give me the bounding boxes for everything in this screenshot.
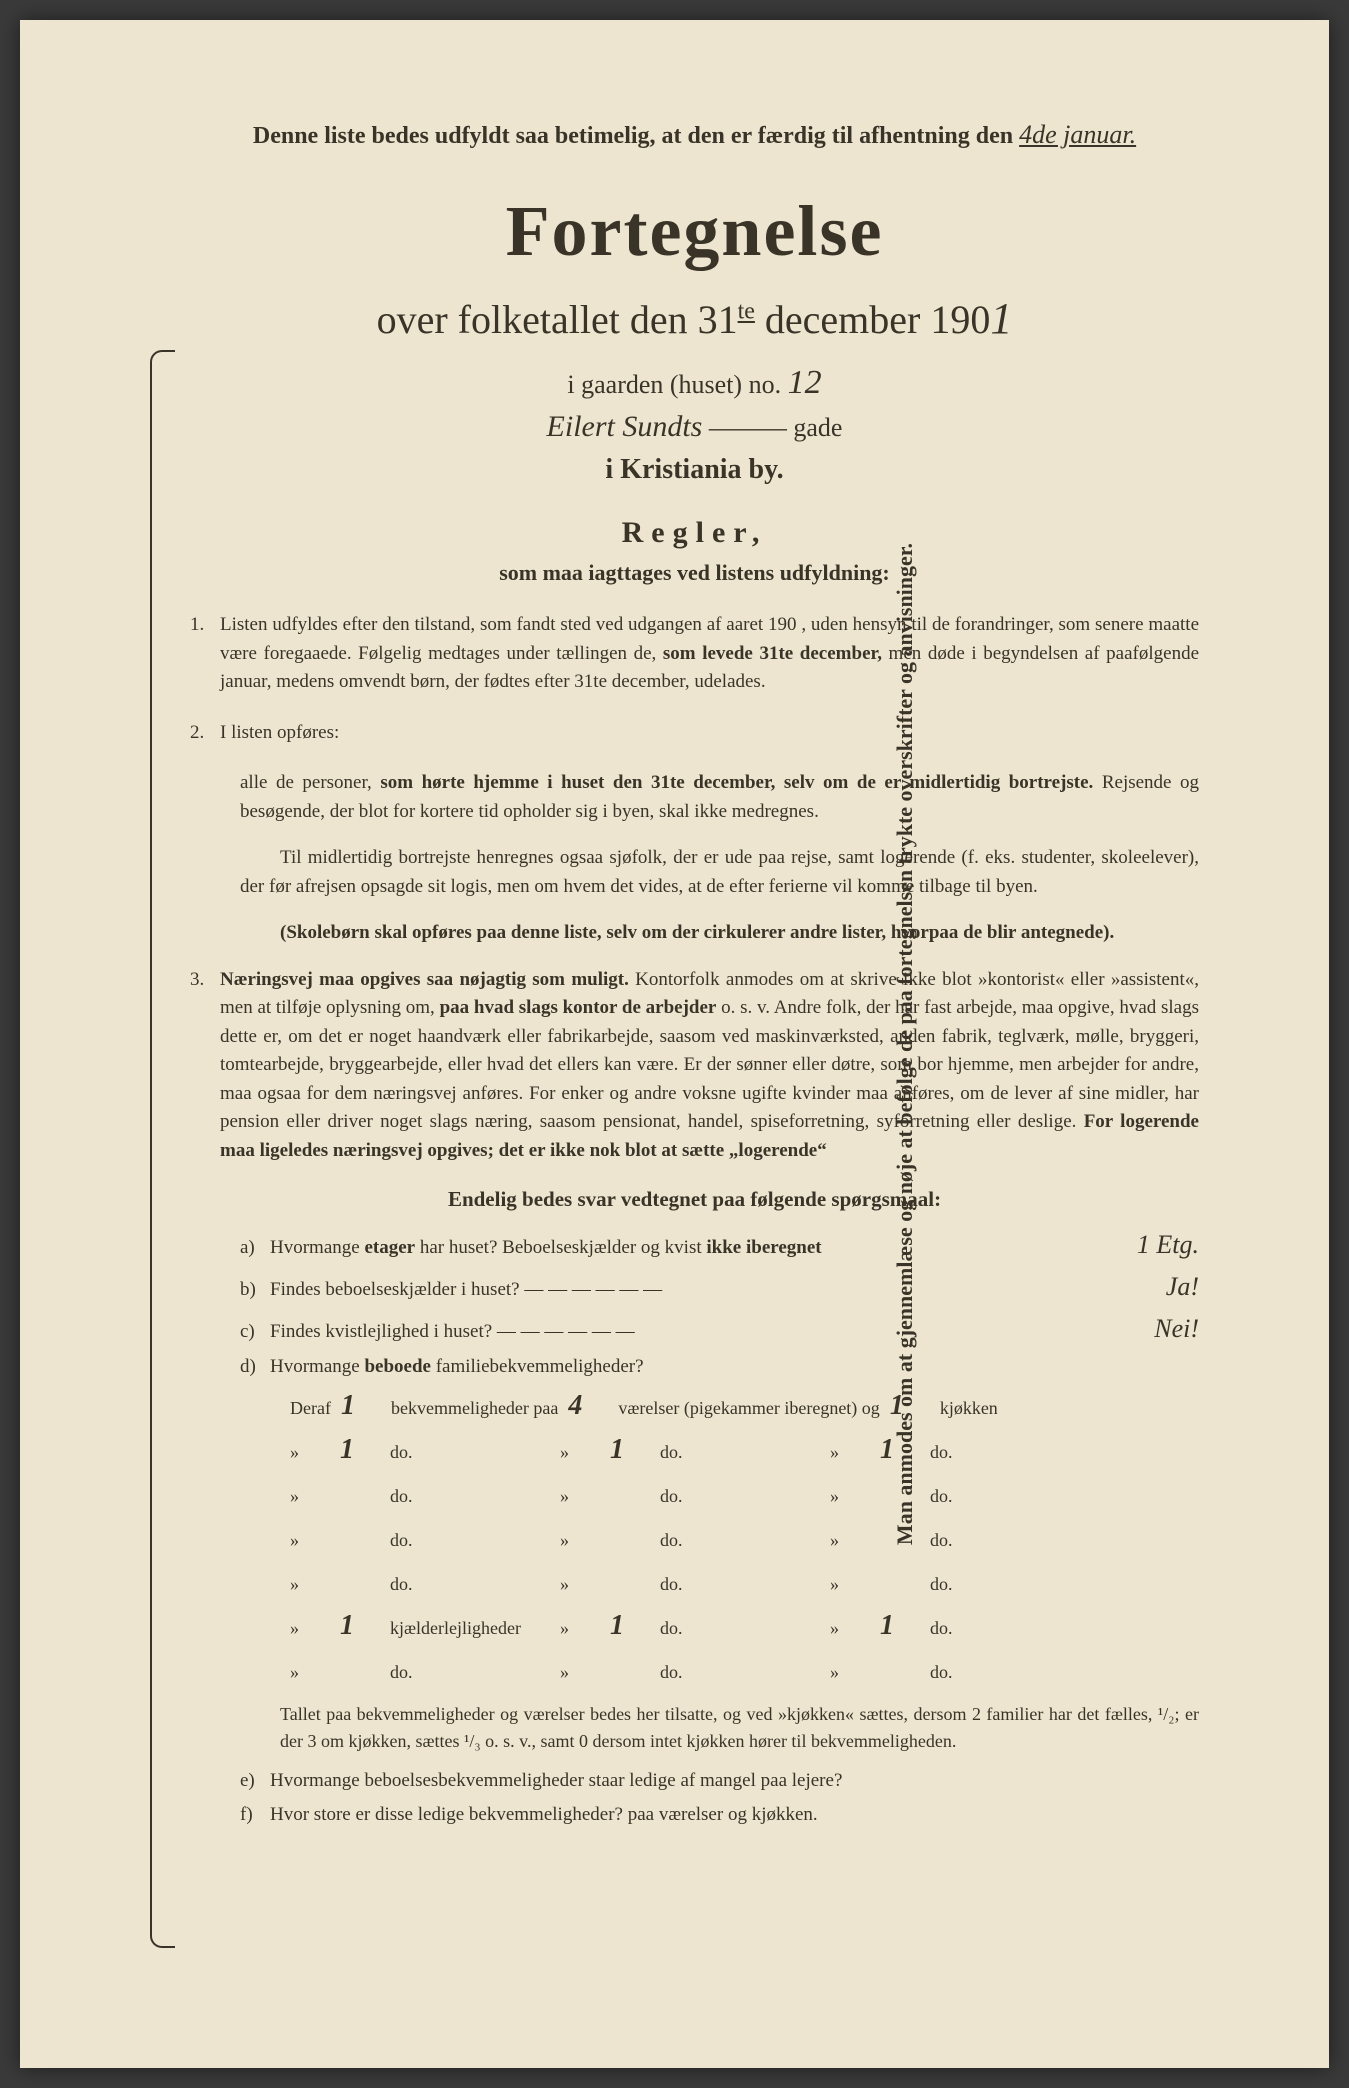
- rule-3: 3.Næringsvej maa opgives saa nøjagtig so…: [190, 966, 1199, 1166]
- street-suffix: gade: [793, 413, 842, 442]
- regler-sub: som maa iagttages ved listens udfyldning…: [190, 560, 1199, 586]
- q-answer: Nei!: [1119, 1314, 1199, 1344]
- q-text: Hvormange beboede familiebekvemmelighede…: [270, 1356, 1099, 1378]
- left-bracket: [150, 350, 175, 1948]
- deraf-row-3: » do. » do. » do.: [290, 1566, 1199, 1598]
- question-f): f) Hvor store er disse ledige bekvemmeli…: [240, 1804, 1199, 1826]
- street-dash: ———: [709, 413, 794, 442]
- deraf-row-0: » 1 do. » 1 do. » 1 do.: [290, 1434, 1199, 1466]
- subtitle-mid: december 190: [755, 297, 990, 342]
- rules-container: 1.Listen udfyldes efter den tilstand, so…: [190, 611, 1199, 1165]
- question-a): a) Hvormange etager har huset? Beboelses…: [240, 1230, 1199, 1260]
- endelig-title: Endelig bedes svar vedtegnet paa følgend…: [190, 1187, 1199, 1212]
- q-text: Hvormange etager har huset? Beboelseskjæ…: [270, 1237, 1099, 1259]
- vertical-instruction: Man anmodes om at gjennemlæse og nøje at…: [892, 244, 918, 1844]
- deraf-row-5: » do. » do. » do.: [290, 1654, 1199, 1686]
- deraf-row-1: » do. » do. » do.: [290, 1478, 1199, 1510]
- subtitle-prefix: over folketallet den 31: [377, 297, 738, 342]
- question-c): c) Findes kvistlejlighed i huset? — — — …: [240, 1314, 1199, 1344]
- questions-container: a) Hvormange etager har huset? Beboelses…: [190, 1230, 1199, 1378]
- q-text: Findes kvistlejlighed i huset? — — — — —…: [270, 1321, 1099, 1343]
- rule-2-sub1: alle de personer, som hørte hjemme i hus…: [240, 769, 1199, 826]
- deraf-table: Deraf 1 bekvemmeligheder paa 4 værelser …: [290, 1390, 1199, 1686]
- rule-2-sub2: Til midlertidig bortrejste henregnes ogs…: [240, 844, 1199, 901]
- q-label: a): [240, 1237, 270, 1259]
- top-notice: Denne liste bedes udfyldt saa betimelig,…: [190, 120, 1199, 150]
- regler-title: Regler,: [190, 516, 1199, 550]
- gaarden-prefix: i gaarden (huset) no.: [567, 370, 787, 399]
- city-line: i Kristiania by.: [190, 454, 1199, 486]
- note-text: Tallet paa bekvemmeligheder og værelser …: [280, 1701, 1199, 1755]
- notice-date: 4de januar.: [1019, 120, 1136, 149]
- q-answer: Ja!: [1119, 1272, 1199, 1302]
- subtitle: over folketallet den 31te december 1901: [190, 293, 1199, 344]
- street-name: Eilert Sundts: [547, 410, 703, 443]
- subtitle-year: 1: [990, 294, 1012, 343]
- rule-1: 1.Listen udfyldes efter den tilstand, so…: [190, 611, 1199, 697]
- q-label: b): [240, 1279, 270, 1301]
- deraf-row-2: » do. » do. » do.: [290, 1522, 1199, 1554]
- house-line: i gaarden (huset) no. 12: [190, 364, 1199, 402]
- question-d): d) Hvormange beboede familiebekvemmeligh…: [240, 1356, 1199, 1378]
- q-text: Findes beboelseskjælder i huset? — — — —…: [270, 1279, 1099, 1301]
- document-page: Man anmodes om at gjennemlæse og nøje at…: [20, 20, 1329, 2068]
- question-b): b) Findes beboelseskjælder i huset? — — …: [240, 1272, 1199, 1302]
- street-line: Eilert Sundts ——— gade: [190, 410, 1199, 444]
- deraf-row-4: » 1 kjælderlejligheder » 1 do. » 1 do.: [290, 1610, 1199, 1642]
- questions-ef: e) Hvormange beboelsesbekvemmeligheder s…: [190, 1770, 1199, 1826]
- notice-prefix: Denne liste bedes udfyldt saa betimelig,…: [253, 123, 1019, 149]
- question-e): e) Hvormange beboelsesbekvemmeligheder s…: [240, 1770, 1199, 1792]
- house-number: 12: [788, 364, 822, 401]
- main-title: Fortegnelse: [190, 190, 1199, 273]
- rule-2: 2.I listen opføres:: [190, 719, 1199, 748]
- q-label: d): [240, 1356, 270, 1378]
- q-answer: 1 Etg.: [1119, 1230, 1199, 1260]
- location-block: i gaarden (huset) no. 12 Eilert Sundts —…: [190, 364, 1199, 486]
- q-label: c): [240, 1321, 270, 1343]
- rule-2-sub3: (Skolebørn skal opføres paa denne liste,…: [240, 919, 1199, 948]
- subtitle-sup: te: [738, 299, 755, 325]
- deraf-header: Deraf 1 bekvemmeligheder paa 4 værelser …: [290, 1390, 1199, 1422]
